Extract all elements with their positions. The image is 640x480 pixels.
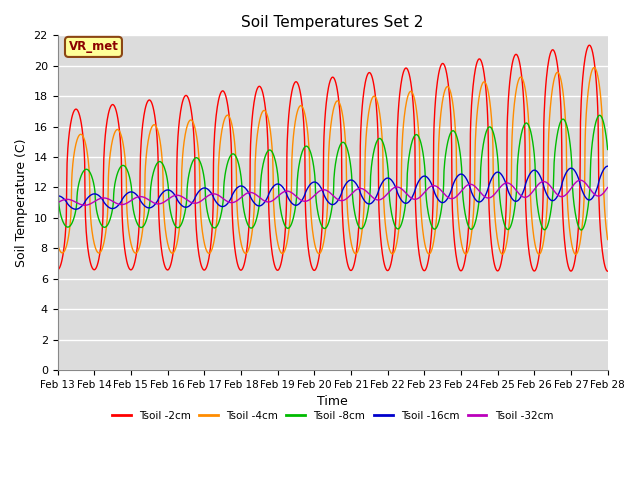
X-axis label: Time: Time xyxy=(317,396,348,408)
Tsoil -2cm xyxy=(604,268,611,274)
Y-axis label: Soil Temperature (C): Soil Temperature (C) xyxy=(15,138,28,267)
Line: Tsoil -2cm: Tsoil -2cm xyxy=(58,45,607,271)
Tsoil -32cm xyxy=(539,179,547,184)
Tsoil -2cm xyxy=(538,216,546,222)
Tsoil -4cm xyxy=(591,65,598,71)
Tsoil -32cm xyxy=(490,192,498,198)
Tsoil -32cm xyxy=(81,203,88,208)
Tsoil -4cm xyxy=(163,234,170,240)
Tsoil -8cm xyxy=(577,227,585,233)
Tsoil -16cm xyxy=(490,172,498,178)
Tsoil -16cm xyxy=(238,183,246,189)
Tsoil -4cm xyxy=(490,193,497,199)
Tsoil -4cm xyxy=(418,219,426,225)
Line: Tsoil -4cm: Tsoil -4cm xyxy=(58,68,607,254)
Line: Tsoil -32cm: Tsoil -32cm xyxy=(58,180,607,205)
Tsoil -4cm xyxy=(538,245,546,251)
Legend: Tsoil -2cm, Tsoil -4cm, Tsoil -8cm, Tsoil -16cm, Tsoil -32cm: Tsoil -2cm, Tsoil -4cm, Tsoil -8cm, Tsoi… xyxy=(108,407,557,425)
Tsoil -32cm xyxy=(163,197,171,203)
Tsoil -8cm xyxy=(237,177,245,183)
Tsoil -2cm xyxy=(586,42,593,48)
Text: VR_met: VR_met xyxy=(68,40,118,53)
Tsoil -8cm xyxy=(176,224,184,229)
Tsoil -8cm xyxy=(418,144,426,150)
Tsoil -32cm xyxy=(238,194,246,200)
Tsoil -16cm xyxy=(72,206,80,212)
Tsoil -2cm xyxy=(176,114,184,120)
Tsoil -32cm xyxy=(604,185,611,191)
Tsoil -16cm xyxy=(54,193,61,199)
Tsoil -32cm xyxy=(54,200,61,205)
Tsoil -2cm xyxy=(54,267,61,273)
Tsoil -8cm xyxy=(604,146,611,152)
Tsoil -16cm xyxy=(177,201,184,207)
Tsoil -2cm xyxy=(163,266,170,272)
Tsoil -32cm xyxy=(419,192,426,198)
Tsoil -4cm xyxy=(54,241,61,247)
Tsoil -8cm xyxy=(538,225,546,230)
Tsoil -2cm xyxy=(418,264,426,270)
Tsoil -8cm xyxy=(490,131,497,137)
Tsoil -32cm xyxy=(177,193,184,199)
Tsoil -16cm xyxy=(604,163,611,169)
Tsoil -4cm xyxy=(572,252,580,257)
Tsoil -8cm xyxy=(163,172,170,178)
Line: Tsoil -16cm: Tsoil -16cm xyxy=(58,166,607,209)
Tsoil -2cm xyxy=(490,258,497,264)
Tsoil -8cm xyxy=(596,112,604,118)
Tsoil -16cm xyxy=(539,180,547,185)
Tsoil -16cm xyxy=(163,187,171,193)
Tsoil -2cm xyxy=(237,267,245,273)
Tsoil -32cm xyxy=(576,177,584,183)
Line: Tsoil -8cm: Tsoil -8cm xyxy=(58,115,607,230)
Tsoil -4cm xyxy=(604,237,611,242)
Tsoil -16cm xyxy=(419,174,426,180)
Title: Soil Temperatures Set 2: Soil Temperatures Set 2 xyxy=(241,15,424,30)
Tsoil -4cm xyxy=(176,221,184,227)
Tsoil -4cm xyxy=(237,242,245,248)
Tsoil -8cm xyxy=(54,186,61,192)
